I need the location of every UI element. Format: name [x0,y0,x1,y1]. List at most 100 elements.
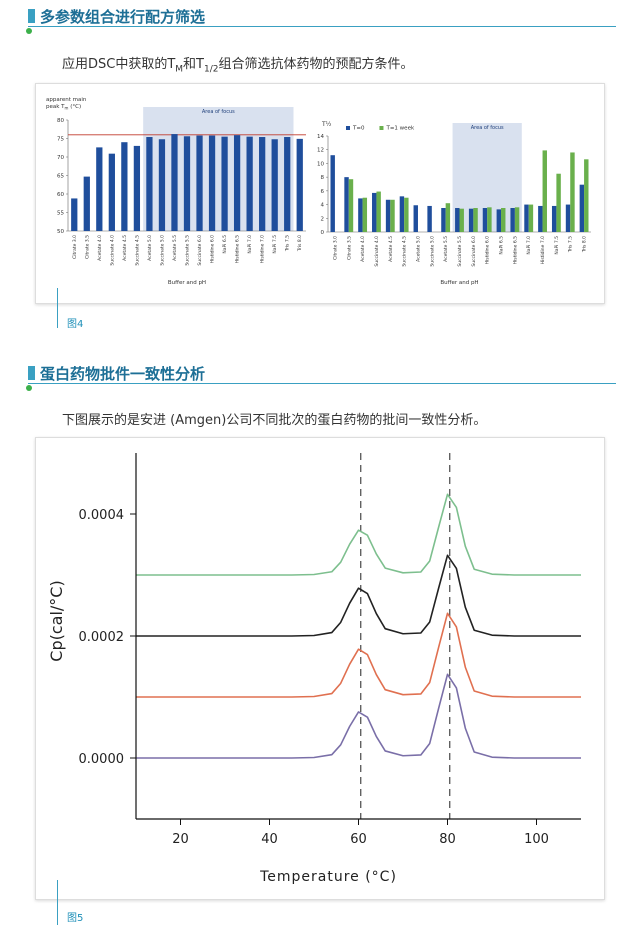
bar [579,184,585,232]
x-tick-label: Acetate 5.5 [172,235,178,261]
bar [196,135,203,231]
y-tick-label: 2 [321,216,325,222]
bar [83,176,90,231]
bar [133,145,141,231]
bar [528,204,534,232]
heading-rule [28,26,616,27]
x-tick-label: 20 [172,832,189,847]
x-tick-label: Acetate 5.5 [443,236,449,262]
heading-rule [28,383,616,384]
x-tick-label: Citrate 3.0 [72,235,78,259]
text: 应用DSC中获取的T [62,57,176,72]
x-tick-label: Acetate 4.0 [97,235,103,261]
y-tick-label: 0 [321,230,325,236]
heading-dot [26,28,32,34]
paragraph: 应用DSC中获取的TM和T1/2组合筛选抗体药物的预配方条件。 [62,53,414,75]
chart: 0.0000 0.0002 0.0004 20 40 60 80 100 Temperature… [47,453,581,885]
bar [542,150,547,232]
bar [358,198,363,232]
bar [455,208,460,232]
x-tick-label: 80 [439,832,456,847]
bar [121,142,128,231]
x-tick-label: Succinate 4.5 [134,235,140,266]
x-tick-label: Succinate 4.0 [374,236,380,267]
y-axis-label: T½ [321,121,332,128]
y-tick-label: 10 [317,161,324,167]
caption-rule [57,288,58,328]
x-tick-label: Histidine 7.0 [540,236,546,264]
bar [514,207,520,232]
y-axis-label: apparent main [46,97,87,103]
caption: 图5 [67,913,84,924]
curve [136,493,581,576]
annotation: Area of focus [202,109,235,115]
bar [487,207,492,232]
x-tick-label: 100 [524,832,549,847]
x-tick-label: 40 [261,832,278,847]
curve [136,612,581,698]
x-tick-label: Histidine 7.0 [260,235,266,263]
bar [459,208,464,232]
figure: Area of focus 50 55 60 65 70 75 80 Citrate 3.0 Ci… [35,83,605,304]
x-tick-label: NaPi 7.5 [272,235,278,254]
bar [565,204,571,232]
x-tick-label: Citrate 3.0 [332,236,338,260]
bar [385,199,391,232]
y-tick-label: 0.0000 [79,752,125,767]
label-part: m [65,106,69,111]
bar [344,177,349,232]
caption: 图4 [67,319,84,330]
bar [158,139,166,231]
x-tick-label: Acetate 4.5 [122,235,128,261]
bar [524,204,529,232]
legend-swatch [379,126,384,130]
bar [96,147,103,231]
x-tick-label: Tris 8.0 [297,235,303,252]
bar [221,136,228,231]
x-tick-label: NaPi 7.0 [526,236,532,255]
x-tick-label: Acetate 4.5 [388,236,394,262]
y-tick-label: 4 [321,203,325,209]
section-heading: 蛋白药物批件一致性分析 [40,365,206,383]
bar [538,205,543,232]
y-tick-label: 50 [57,229,64,235]
section-heading: 多参数组合进行配方筛选 [40,8,206,26]
bar [510,208,515,232]
bar [146,137,153,231]
bar [441,208,446,232]
x-tick-label: Acetate 4.0 [360,236,366,262]
y-tick-label: 60 [57,192,64,198]
heading-marker [28,9,35,23]
bar [372,192,377,232]
x-tick-label: Tris 7.5 [568,236,574,253]
x-tick-label: Histidine 6.5 [235,235,241,263]
text: 下图展示的是安进 (Amgen)公司不同批次的蛋白药物的批间一致性分析。 [62,413,487,428]
bar [296,138,303,231]
bar [584,159,589,232]
x-tick-label: Succinate 5.0 [429,236,435,267]
heading-dot [26,385,32,391]
x-axis-label: Buffer and pH [168,280,206,286]
paragraph: 下图展示的是安进 (Amgen)公司不同批次的蛋白药物的批间一致性分析。 [62,409,486,428]
text: 和T [183,57,204,72]
bar [496,209,502,232]
bar [445,203,451,232]
x-tick-label: Acetate 5.0 [415,236,421,262]
bar [376,191,381,232]
focus-area [143,107,294,231]
x-tick-label: Tris 7.5 [285,235,291,252]
figure: 0.0000 0.0002 0.0004 20 40 60 80 100 Temperature… [35,437,605,900]
y-tick-label: 6 [321,189,325,195]
bar [570,152,575,232]
legend-swatch [346,126,350,130]
bar [551,205,557,232]
bar [501,208,506,232]
x-tick-label: Succinate 5.5 [185,235,191,266]
y-axis-label: Cp(cal/°C) [47,580,66,661]
y-tick-label: 0.0002 [79,630,125,645]
label-part: (°C) [68,104,81,110]
subscript: 1/2 [204,64,219,75]
y-tick-label: 12 [317,148,324,154]
bar [399,196,405,232]
